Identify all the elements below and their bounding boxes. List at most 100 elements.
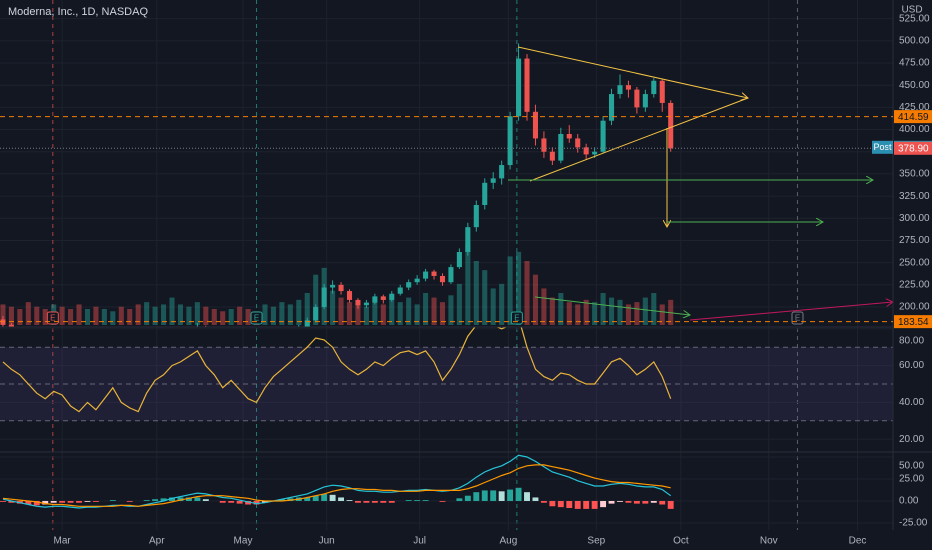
candle-body [549, 151, 555, 161]
volume-bar [76, 304, 82, 325]
histogram-bar [481, 490, 488, 501]
histogram-bar [42, 500, 49, 505]
x-tick-label: May [234, 536, 253, 547]
y-tick-label: 40.00 [899, 397, 924, 408]
volume-bar [516, 251, 522, 325]
histogram-bar [50, 500, 57, 503]
volume-bar [465, 245, 471, 325]
candle-body [659, 80, 665, 103]
histogram-bar [8, 500, 15, 503]
candle-body [668, 102, 674, 149]
candle-body [651, 80, 657, 95]
candle-body [592, 151, 598, 155]
x-tick-label: Dec [849, 536, 867, 547]
candle-body [490, 178, 496, 183]
volume-bar [169, 297, 175, 325]
session-label: Post [873, 142, 892, 152]
volume-bar [499, 283, 505, 325]
y-tick-label: 20.00 [899, 434, 924, 445]
volume-bar [59, 306, 65, 325]
volume-bar [541, 288, 547, 325]
candle-body [617, 85, 623, 95]
y-tick-label: 225.00 [899, 279, 930, 290]
histogram-bar [650, 500, 657, 503]
histogram-bar [659, 500, 666, 505]
volume-bar [346, 302, 353, 325]
histogram-bar [473, 492, 480, 501]
volume-bar [617, 299, 623, 325]
histogram-bar [0, 500, 6, 502]
candle-body [423, 271, 429, 279]
histogram-bar [194, 497, 201, 501]
histogram-bar [532, 497, 539, 501]
volume-bar [245, 309, 251, 325]
candle-body [516, 58, 522, 117]
volume-bar [608, 297, 615, 325]
x-tick-label: Jun [319, 536, 335, 547]
histogram-bar [625, 500, 632, 503]
volume-bar [482, 270, 488, 325]
histogram-bar [67, 500, 74, 503]
volume-bar [313, 274, 319, 325]
candle-body [456, 252, 462, 268]
x-tick-label: Apr [149, 536, 165, 547]
x-tick-label: Jul [413, 536, 426, 547]
volume-trend [689, 302, 893, 321]
volume-bar [423, 293, 429, 325]
volume-bar [135, 304, 141, 325]
candle-body [448, 267, 454, 283]
price-tag [894, 315, 932, 329]
candle-body [346, 291, 353, 300]
histogram-bar [152, 499, 159, 501]
histogram-bar [617, 500, 623, 502]
histogram-bar [312, 495, 319, 501]
candle-body [321, 287, 327, 308]
x-tick-label: Aug [500, 536, 518, 547]
histogram-bar [160, 498, 167, 501]
histogram-bar [515, 487, 522, 501]
histogram-bar [414, 500, 421, 501]
histogram-bar [109, 500, 116, 501]
volume-bar [625, 304, 631, 325]
histogram-bar [177, 497, 184, 501]
histogram-bar [388, 500, 395, 503]
histogram-bar [228, 500, 235, 503]
histogram-bar [245, 500, 252, 505]
volume-bar [473, 261, 479, 325]
volume-bar [101, 309, 107, 325]
candle-body [431, 271, 437, 276]
histogram-bar [583, 500, 590, 509]
candle-body [397, 287, 403, 294]
histogram-bar [642, 500, 649, 504]
price-tag-label: 378.90 [898, 143, 929, 154]
histogram-bar [321, 493, 328, 501]
earnings-label: E [50, 314, 55, 323]
candle-body [642, 94, 648, 108]
candle-body [473, 204, 479, 228]
histogram-bar [633, 500, 640, 504]
y-tick-label: 450.00 [899, 80, 930, 91]
volume-bar [549, 297, 555, 325]
histogram-bar [185, 497, 192, 501]
histogram-bar [540, 500, 547, 503]
histogram-bar [380, 500, 387, 503]
y-tick-label: 80.00 [899, 336, 924, 347]
volume-bar [304, 293, 310, 325]
volume-bar [600, 293, 606, 325]
x-tick-label: Mar [54, 536, 72, 547]
y-tick-label: 200.00 [899, 302, 930, 313]
volume-bar [507, 256, 513, 325]
histogram-bar [253, 500, 260, 505]
volume-bar [211, 309, 217, 325]
currency-label: USD [901, 5, 922, 16]
volume-bar [439, 302, 446, 325]
volume-bar [414, 304, 420, 325]
candle-body [532, 111, 538, 139]
volume-bar [17, 309, 23, 325]
price-tag [894, 141, 932, 155]
trend-line [529, 97, 749, 182]
histogram-bar [59, 500, 66, 503]
